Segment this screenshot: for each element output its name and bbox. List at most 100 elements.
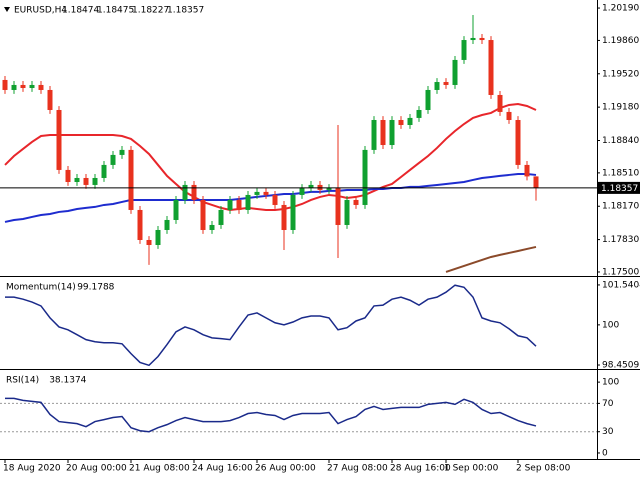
- moving-average: [445, 245, 537, 273]
- candle-body: [38, 84, 44, 90]
- candle-body: [47, 89, 53, 110]
- candle-body: [110, 154, 116, 165]
- y-tick-label: 1.19860: [602, 36, 639, 46]
- y-tick-label: 1.20190: [602, 4, 639, 14]
- candle-body: [515, 119, 521, 165]
- x-tick-label: 20 Aug 00:00: [66, 464, 127, 474]
- header-close: 1.18357: [167, 6, 204, 16]
- indicator-line: [5, 284, 537, 367]
- y-tick-label: 1.19520: [602, 69, 639, 79]
- candle-body: [92, 177, 98, 185]
- candle-body: [173, 199, 179, 220]
- candle-body: [164, 219, 170, 230]
- candle-body: [65, 169, 71, 183]
- candle-body: [281, 204, 287, 230]
- candle-body: [479, 37, 485, 41]
- candle-body: [290, 194, 296, 230]
- candle-body: [452, 59, 458, 85]
- y-tick-label: 100: [602, 320, 619, 330]
- menu-arrow[interactable]: [4, 7, 10, 12]
- candle-body: [488, 40, 494, 95]
- moving-average: [4, 172, 537, 223]
- y-tick-label: 1.19180: [602, 103, 639, 113]
- candle-body: [245, 194, 251, 210]
- candle-body: [83, 177, 89, 185]
- indicator-value: 38.1374: [49, 376, 86, 386]
- indicator-value: 99.1788: [77, 283, 114, 293]
- x-tick-label: 24 Aug 16:00: [192, 464, 253, 474]
- y-tick-label: 98.4509: [602, 361, 639, 371]
- candle-body: [533, 176, 539, 188]
- price-label: 1.18357: [601, 184, 638, 194]
- candle-body: [470, 37, 476, 41]
- candle-body: [263, 191, 269, 195]
- candle-body: [362, 149, 368, 205]
- candle-body: [218, 209, 224, 225]
- candle-body: [506, 111, 512, 120]
- symbol: EURUSD,H4: [14, 6, 67, 16]
- candle-body: [416, 109, 422, 118]
- candle-body: [272, 194, 278, 205]
- candle-body: [335, 187, 341, 225]
- candle-body: [101, 164, 107, 178]
- candle-body: [398, 119, 404, 125]
- candle-body: [11, 84, 17, 90]
- candle-body: [434, 82, 440, 90]
- header-low: 1.18227: [132, 6, 169, 16]
- candle-body: [326, 187, 332, 190]
- y-tick-label: 1.17500: [602, 267, 639, 277]
- candle-body: [200, 199, 206, 230]
- indicator-title: RSI(14): [6, 376, 39, 386]
- y-tick-label: 1.18170: [602, 202, 639, 212]
- candle-body: [299, 187, 305, 195]
- candle-body: [209, 224, 215, 230]
- candle-body: [74, 177, 80, 183]
- y-tick-label: 1.18510: [602, 168, 639, 178]
- moving-average: [4, 102, 537, 211]
- indicator-line: [5, 397, 537, 433]
- candle-body: [2, 79, 8, 90]
- candle-body: [191, 184, 197, 200]
- y-tick-label: 1.18840: [602, 136, 639, 146]
- indicator-title: Momentum(14): [6, 283, 76, 293]
- candle-body: [380, 119, 386, 146]
- x-tick-label: 27 Aug 08:00: [327, 464, 388, 474]
- x-tick-label: 21 Aug 08:00: [129, 464, 190, 474]
- y-tick-label: 1.17830: [602, 235, 639, 245]
- candle-body: [119, 149, 125, 155]
- y-tick-label: 101.5404: [602, 280, 640, 290]
- candle-body: [497, 94, 503, 112]
- candle-body: [128, 149, 134, 210]
- candle-body: [389, 119, 395, 146]
- candle-body: [254, 191, 260, 195]
- y-tick-label: 70: [602, 399, 614, 409]
- candle-body: [137, 209, 143, 240]
- header-open: 1.18474: [62, 6, 99, 16]
- x-tick-label: 18 Aug 2020: [3, 464, 61, 474]
- x-tick-label: 1 Sep 00:00: [444, 464, 499, 474]
- candle-body: [425, 89, 431, 110]
- candle-body: [20, 84, 26, 89]
- y-tick-label: 100: [602, 378, 619, 388]
- x-tick-label: 28 Aug 16:00: [390, 464, 451, 474]
- candle-body: [371, 119, 377, 150]
- candle-body: [155, 229, 161, 245]
- candle-body: [236, 199, 242, 210]
- candle-body: [443, 82, 449, 85]
- candle-body: [407, 117, 413, 125]
- candle-body: [353, 199, 359, 205]
- x-tick-label: 26 Aug 00:00: [255, 464, 316, 474]
- candle-body: [146, 239, 152, 245]
- price-label-box: [598, 181, 640, 194]
- candle-body: [344, 199, 350, 225]
- candle-body: [524, 164, 530, 177]
- candle-body: [461, 40, 467, 60]
- y-tick-label: 0: [602, 448, 608, 458]
- candle-body: [227, 199, 233, 210]
- candle-body: [56, 109, 62, 170]
- header-high: 1.18475: [97, 6, 134, 16]
- x-tick-label: 2 Sep 08:00: [516, 464, 571, 474]
- candle-body: [182, 184, 188, 200]
